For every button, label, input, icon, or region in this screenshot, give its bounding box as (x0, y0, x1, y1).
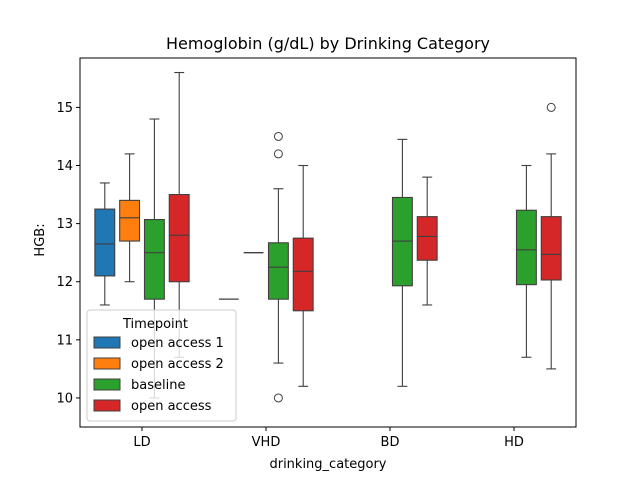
legend-swatch (93, 378, 121, 391)
box-body (292, 237, 314, 312)
plot-frame (79, 57, 577, 428)
outlier-point (273, 393, 283, 403)
x-tick-label: VHD (252, 435, 281, 450)
chart-title: Hemoglobin (g/dL) by Drinking Category (166, 34, 490, 53)
y-tick-label: 12 (56, 275, 73, 290)
y-tick-label: 15 (56, 101, 73, 116)
x-tick-label: LD (133, 435, 150, 450)
box-body (143, 218, 165, 300)
x-tick-label: BD (381, 435, 400, 450)
box-baseline-VHD (267, 131, 289, 403)
outlier-point (273, 149, 283, 159)
plot-area: 10 11 12 13 14 15 LD VHD BD HD (56, 57, 577, 450)
box-body (540, 216, 562, 281)
y-tick-label: 11 (56, 333, 73, 348)
box-baseline-HD (515, 164, 537, 358)
box-body (168, 194, 190, 283)
legend: Timepoint open access 1 open access 2 basel… (86, 309, 237, 422)
legend-swatch (93, 357, 121, 370)
legend-swatch (93, 336, 121, 349)
y-tick-label: 10 (56, 391, 73, 406)
box-body (94, 208, 116, 277)
legend-title: Timepoint (122, 317, 188, 332)
outlier-point (273, 131, 283, 141)
box-body (391, 196, 413, 287)
x-tick-label: HD (504, 435, 524, 450)
box-open-access-LD (168, 71, 190, 358)
outlier-point (546, 102, 556, 112)
legend-swatch (93, 399, 121, 412)
box-open-access-HD (540, 102, 562, 370)
box-baseline-BD (391, 138, 413, 387)
y-tick-label: 13 (56, 217, 73, 232)
box-body (416, 216, 438, 261)
y-axis-label: HGB: (33, 223, 48, 256)
box-body (267, 242, 289, 300)
x-axis-label: drinking_category (269, 457, 386, 472)
legend-entry-label: baseline (131, 378, 185, 393)
box-open-access-1-LD (94, 182, 116, 306)
box-body (119, 199, 141, 242)
legend-entry-label: open access 1 (131, 336, 224, 351)
box-body (515, 209, 537, 286)
box-open-access-2-LD (119, 153, 141, 283)
legend-entry-label: open access (131, 399, 212, 414)
y-tick-label: 14 (56, 159, 73, 174)
legend-box (86, 309, 237, 422)
legend-entry-label: open access 2 (131, 357, 224, 372)
box-open-access-BD (416, 176, 438, 306)
box-open-access-VHD (292, 164, 314, 387)
